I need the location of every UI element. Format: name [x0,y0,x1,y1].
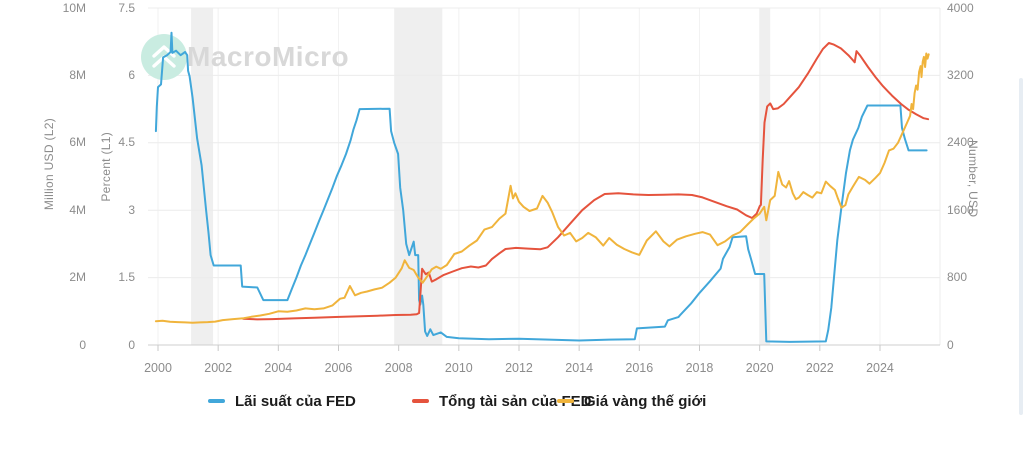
y-axis-title-number-usd: Number, USD [966,140,980,218]
legend-dash-red [412,399,429,403]
x-tick-year: 2018 [685,361,714,375]
y-tick-percent: 3 [128,202,135,217]
x-tick-year: 2014 [565,361,594,375]
macromicro-watermark: MacroMicro [141,34,349,80]
x-tick-year: 2024 [866,361,894,375]
y-tick-percent: 7.5 [118,0,135,15]
x-tick-year: 2020 [745,361,774,375]
legend-item-fed-total-assets[interactable]: Tổng tài sản của FED [412,390,592,412]
x-tick-year: 2010 [444,361,473,375]
y-tick-million-usd: 0 [79,337,86,352]
legend-label-fed-total-assets: Tổng tài sản của FED [439,392,592,410]
x-tick-year: 2004 [264,361,293,375]
legend-dash-blue [208,399,225,403]
legend-label-fed-funds-rate: Lãi suất của FED [235,392,356,410]
series-line-gold-price[interactable] [154,52,930,324]
y-tick-number-usd: 4000 [947,0,974,15]
x-tick-year: 2002 [204,361,233,375]
series-line-fed-funds-rate[interactable] [154,31,928,343]
legend-dash-yellow [557,399,574,403]
x-tick-year: 2016 [625,361,654,375]
y-tick-number-usd: 3200 [947,67,974,82]
y-tick-percent: 1.5 [118,270,135,285]
x-tick-year: 2000 [144,361,172,375]
chart-scrollbar[interactable] [1019,78,1023,415]
y-tick-number-usd: 800 [947,270,968,285]
y-tick-percent: 6 [128,67,135,82]
y-tick-percent: 4.5 [118,135,135,150]
x-tick-year: 2006 [324,361,353,375]
x-tick-year: 2008 [384,361,413,375]
y-tick-million-usd: 2M [69,270,86,285]
y-tick-percent: 0 [128,337,135,352]
y-tick-number-usd: 2400 [947,135,974,150]
y-tick-number-usd: 0 [947,337,954,352]
y-tick-million-usd: 8M [69,67,86,82]
y-tick-million-usd: 10M [62,0,86,15]
y-tick-million-usd: 4M [69,202,86,217]
recession-band [759,8,771,345]
legend-item-fed-funds-rate[interactable]: Lãi suất của FED [208,390,356,412]
x-tick-year: 2012 [505,361,533,375]
x-tick-year: 2022 [805,361,834,375]
y-tick-number-usd: 1600 [947,202,974,217]
series-line-fed-total-assets[interactable] [242,42,930,321]
legend-item-gold-price[interactable]: Giá vàng thế giới [557,390,706,412]
watermark-brand-text: MacroMicro [187,41,350,72]
y-tick-million-usd: 6M [69,135,86,150]
chart-legend: Lãi suất của FED Tổng tài sản của FED Gi… [0,390,1024,412]
legend-label-gold-price: Giá vàng thế giới [584,392,707,410]
